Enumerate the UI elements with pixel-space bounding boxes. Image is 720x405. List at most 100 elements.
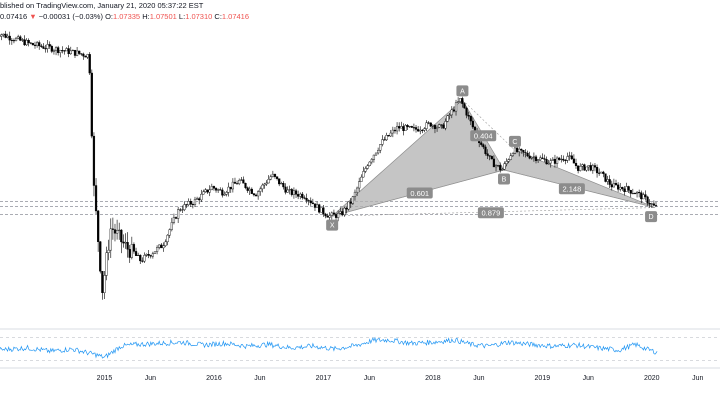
pattern-point-badge (508, 135, 521, 147)
pattern-point-badge (645, 211, 658, 223)
candle-body (80, 53, 83, 55)
candle-body (160, 244, 163, 249)
candle-body (629, 189, 632, 194)
candle-body (109, 228, 112, 251)
candle-body (158, 244, 161, 248)
x-tick-label: Jun (692, 375, 703, 382)
candle-body (595, 167, 599, 174)
candle-body (581, 164, 584, 167)
candle-body (189, 201, 192, 205)
candle-body (328, 215, 331, 218)
candle-body (625, 186, 628, 192)
candle-body (301, 193, 304, 198)
candle-body (115, 230, 119, 234)
candle-body (61, 50, 64, 52)
candle-body (598, 172, 601, 174)
candle-body (610, 184, 613, 188)
candle-body (246, 187, 249, 191)
candle-body (225, 192, 228, 195)
candle-body (99, 241, 102, 272)
candle-body (198, 198, 201, 201)
candle-body (318, 204, 321, 213)
candle-body (435, 127, 439, 129)
ratio-label: 0.404 (474, 131, 493, 140)
candle-body (69, 50, 72, 55)
candle-body (383, 139, 386, 141)
candle-body (530, 157, 533, 159)
candle-body (652, 203, 655, 206)
candle-body (269, 176, 272, 180)
candle-body (372, 154, 376, 160)
candle-body (431, 125, 434, 127)
candle-body (17, 36, 20, 39)
candle-body (400, 126, 403, 129)
candle-body (271, 173, 274, 177)
candle-body (602, 171, 605, 174)
candle-body (520, 148, 523, 151)
x-tick-label: 2018 (425, 375, 441, 382)
candle-body (315, 204, 319, 208)
candle-body (263, 183, 266, 186)
candle-body (78, 50, 81, 54)
candle-body (385, 135, 388, 141)
candle-body (457, 101, 460, 104)
candle-body (168, 229, 171, 236)
candle-body (433, 125, 437, 129)
candle-body (71, 49, 74, 52)
candle-body (286, 189, 289, 193)
candle-body (337, 212, 340, 218)
candle-body (278, 178, 281, 185)
high-label: H: (142, 12, 150, 21)
candle-body (311, 202, 314, 204)
candle-body (562, 158, 565, 161)
candle-body (147, 254, 150, 256)
candle-body (42, 46, 45, 49)
ratio-badge (470, 130, 497, 142)
candle-body (59, 50, 62, 53)
candle-body (442, 124, 445, 129)
candle-body (86, 54, 89, 58)
candle-body (393, 129, 397, 132)
candle-body (101, 271, 104, 293)
candle-body (10, 39, 13, 41)
candle-body (558, 157, 561, 160)
candle-body (12, 40, 16, 42)
candle-body (465, 107, 468, 116)
candle-body (233, 181, 237, 184)
candle-body (564, 160, 567, 162)
candle-body (633, 193, 637, 195)
x-tick-label: Jun (473, 375, 484, 382)
close-label: C: (214, 12, 222, 21)
candle-body (122, 241, 125, 244)
candle-body (67, 48, 70, 55)
ratio-label: 0.601 (410, 189, 429, 198)
x-tick-label: Jun (145, 375, 156, 382)
candle-body (288, 189, 291, 191)
candle-body (389, 132, 392, 137)
candle-body (349, 201, 352, 204)
candle-body (446, 115, 449, 122)
candle-body (257, 191, 260, 197)
candle-body (503, 163, 506, 170)
candle-body (181, 209, 184, 211)
candle-body (341, 211, 344, 216)
candle-body (452, 109, 456, 112)
candle-body (438, 124, 441, 128)
candle-body (648, 203, 651, 205)
candle-body (545, 159, 548, 165)
candle-body (635, 192, 639, 194)
candle-body (577, 165, 580, 171)
pattern-triangle-xab[interactable] (331, 99, 505, 217)
candle-body (179, 209, 182, 211)
candle-body (488, 155, 491, 157)
pattern-triangle-bcd[interactable] (503, 149, 656, 208)
candle-body (619, 186, 622, 190)
candle-body (650, 203, 653, 205)
candle-body (162, 245, 165, 249)
candle-body (377, 150, 380, 154)
candle-body (591, 165, 594, 171)
candle-body (551, 158, 554, 161)
candle-body (589, 165, 592, 171)
candle-body (606, 179, 609, 182)
